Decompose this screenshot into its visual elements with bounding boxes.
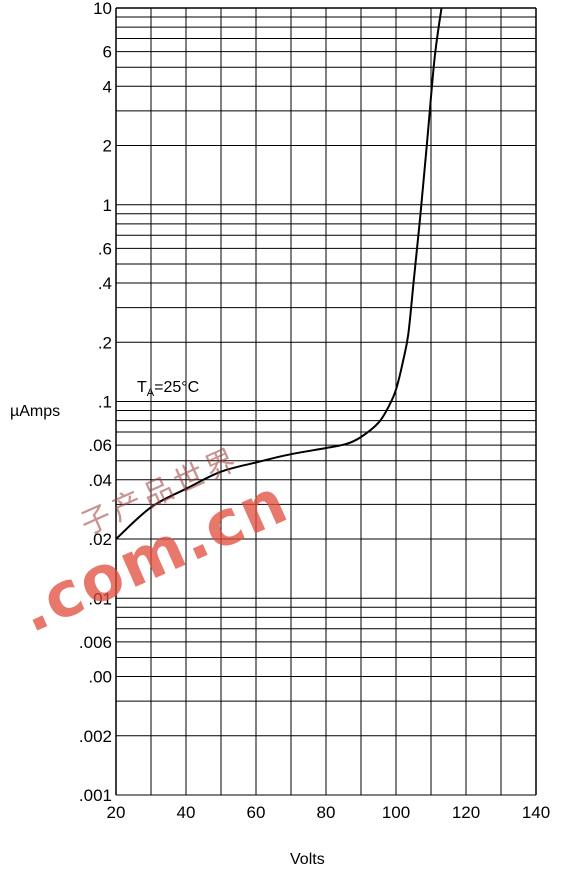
y-tick-label: .1 <box>98 393 112 412</box>
y-tick-label: 2 <box>103 137 112 156</box>
x-tick-label: 140 <box>522 803 550 822</box>
y-tick-label: .00 <box>88 668 112 687</box>
y-tick-label: .2 <box>98 333 112 352</box>
x-tick-label: 120 <box>452 803 480 822</box>
y-tick-label: .06 <box>88 436 112 455</box>
x-tick-label: 20 <box>107 803 126 822</box>
y-tick-labels: 10 6 4 2 1 .6 .4 .2 .1 .06 .04 .02 .01 .006 .00 .002 .00… <box>79 0 112 805</box>
y-tick-label: .04 <box>88 471 112 490</box>
annotation-subscript: A <box>147 387 155 399</box>
x-axis-label: Volts <box>290 851 325 868</box>
y-tick-label: .002 <box>79 727 112 746</box>
series-group <box>115 7 443 540</box>
annotation-rest: =25°C <box>154 379 199 396</box>
y-tick-label: 10 <box>93 0 112 18</box>
series-line <box>115 7 443 540</box>
y-axis-label: µAmps <box>10 403 60 420</box>
y-tick-label: .6 <box>98 239 112 258</box>
y-tick-label: .006 <box>79 633 112 652</box>
temperature-annotation: TA=25°C <box>137 379 199 399</box>
y-tick-label: 1 <box>103 196 112 215</box>
x-tick-label: 100 <box>382 803 410 822</box>
y-tick-label: .02 <box>88 530 112 549</box>
annotation-base: T <box>137 379 147 396</box>
x-tick-label: 60 <box>247 803 266 822</box>
horizontal-grid-lines <box>116 7 536 796</box>
y-tick-label: .01 <box>88 589 112 608</box>
y-tick-label: .4 <box>98 274 112 293</box>
y-tick-label: .001 <box>79 786 112 805</box>
x-tick-label: 40 <box>177 803 196 822</box>
x-tick-label: 80 <box>317 803 336 822</box>
x-tick-labels: 20 40 60 80 100 120 140 <box>107 803 551 822</box>
y-tick-label: 6 <box>103 43 112 62</box>
y-tick-label: 4 <box>103 77 112 96</box>
